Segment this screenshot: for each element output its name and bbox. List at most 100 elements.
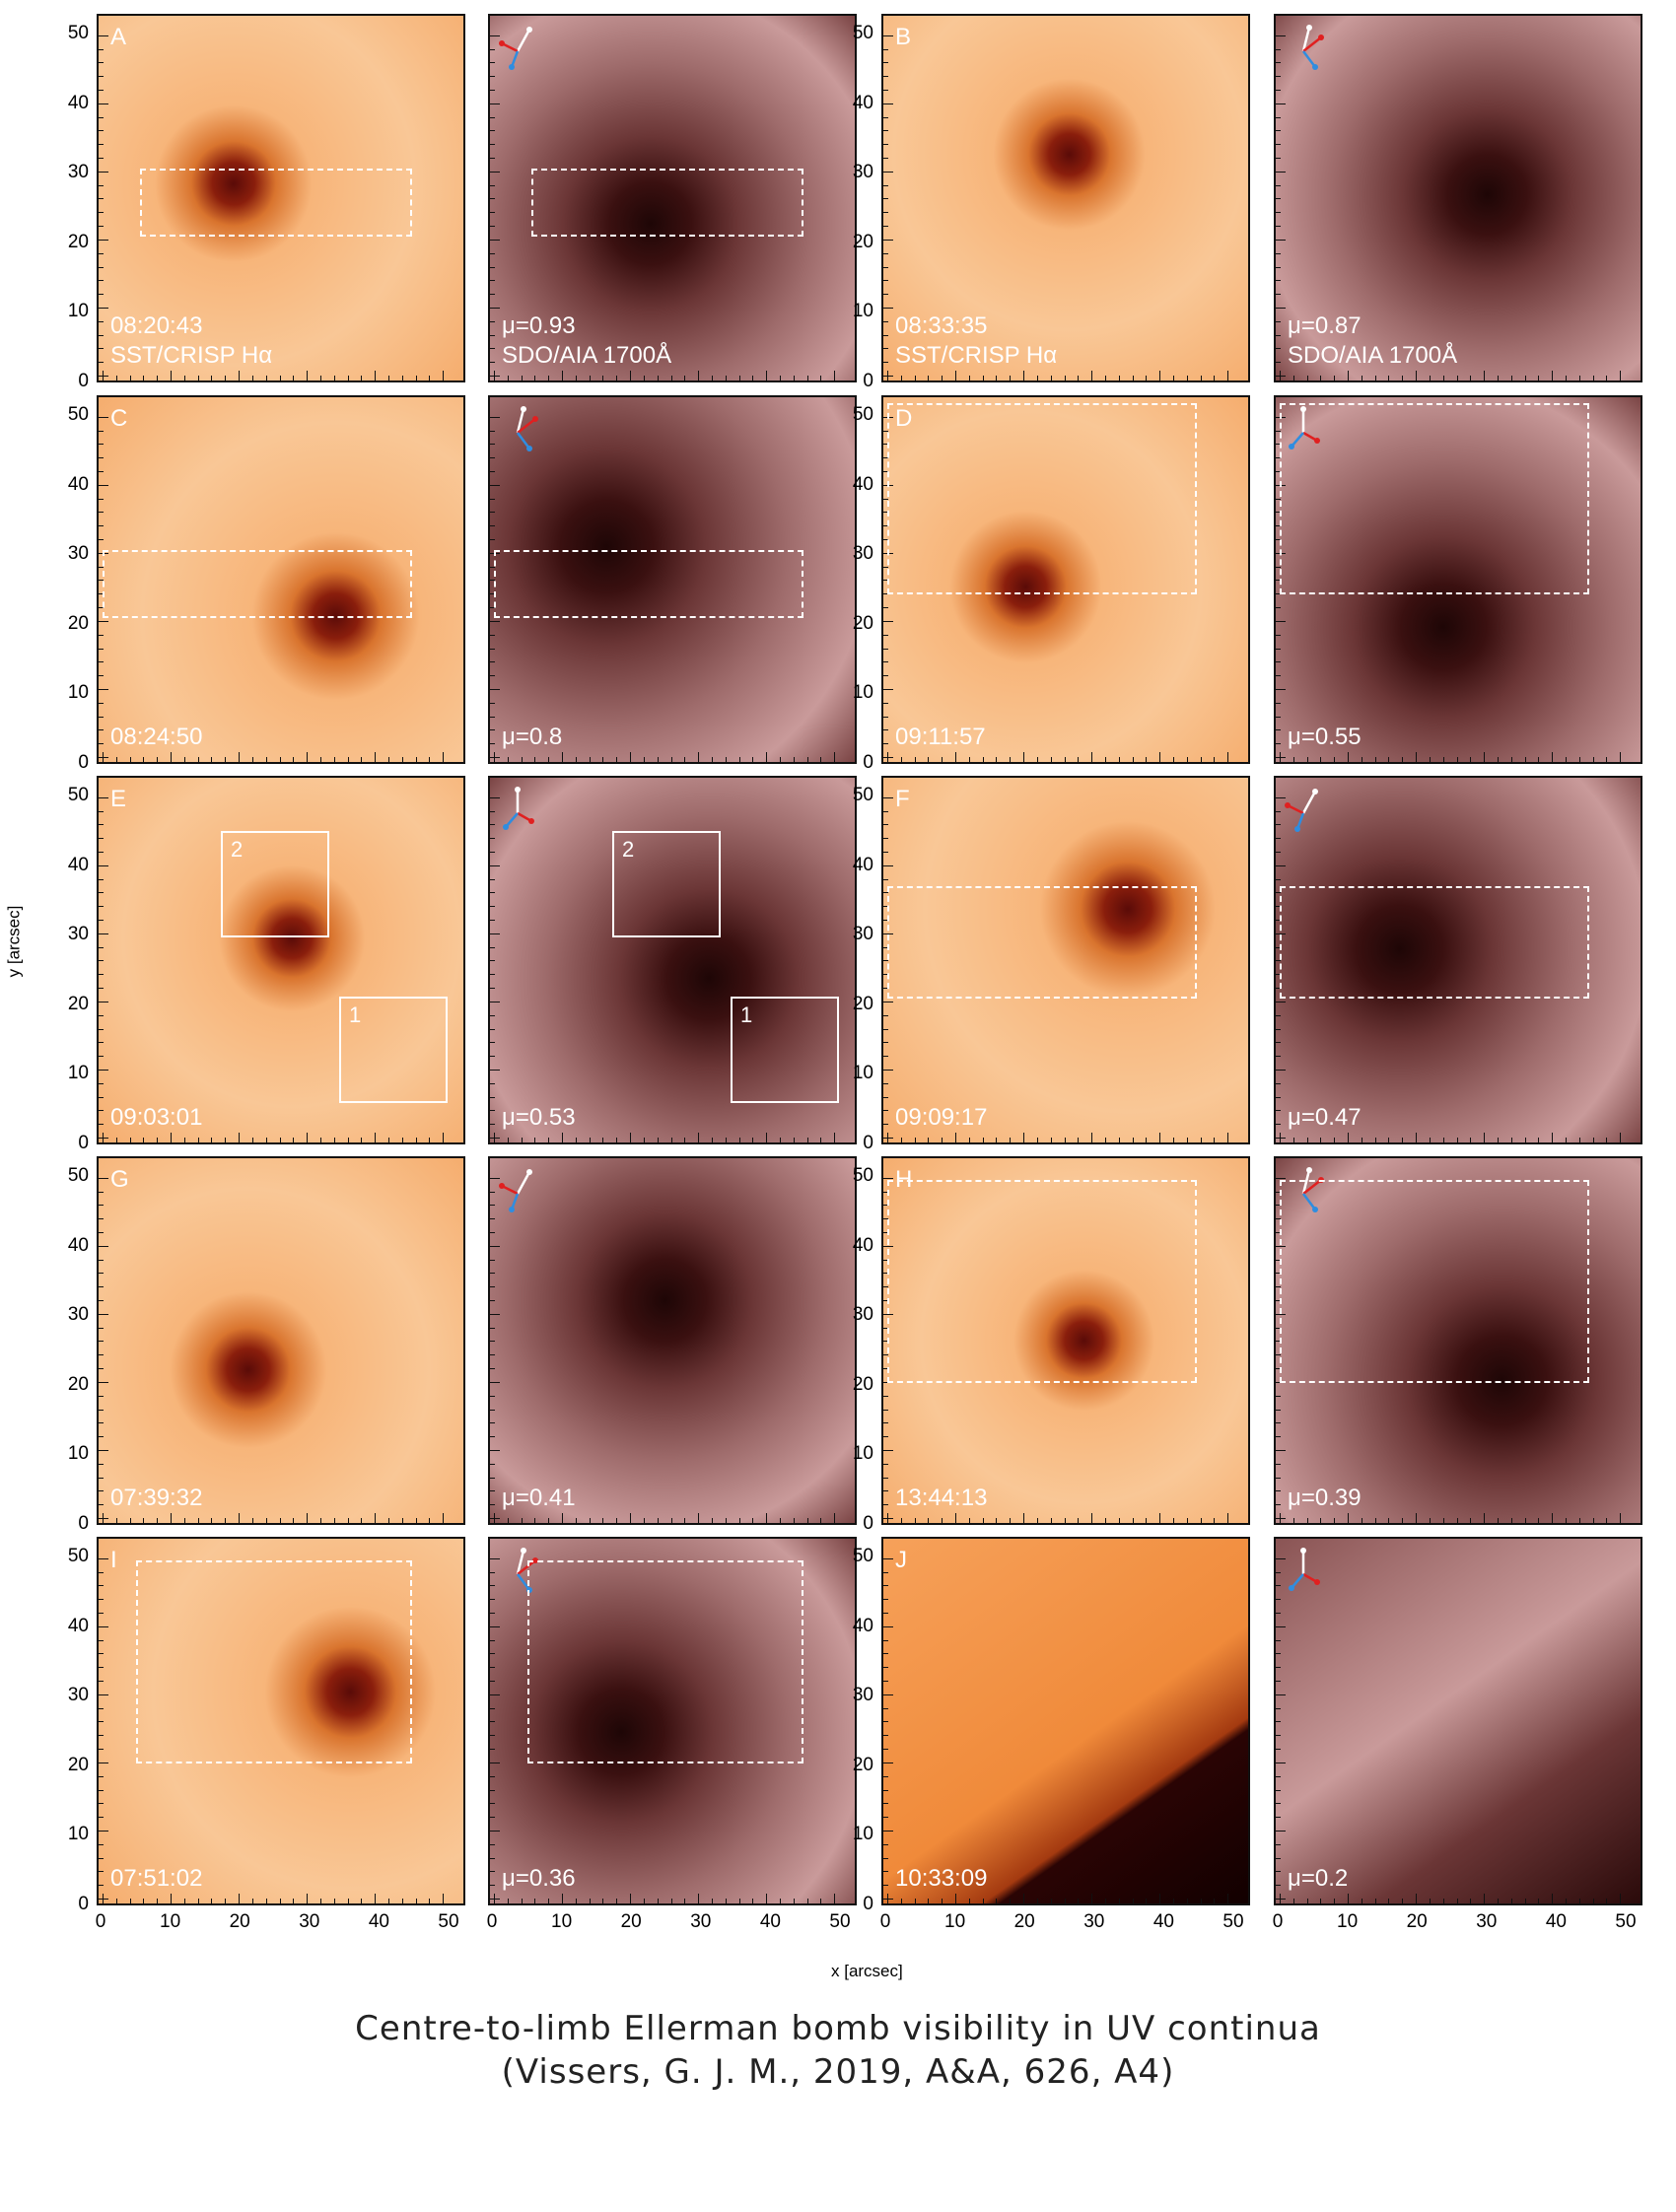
halpha-panel: H 13:44:13 bbox=[881, 1156, 1250, 1525]
halpha-panel: A 08:20:43 SST/CRISP Hα bbox=[97, 14, 465, 382]
panel-letter: F bbox=[895, 786, 910, 812]
timestamp: 13:44:13 bbox=[895, 1485, 988, 1511]
orientation-arrows-icon bbox=[1289, 1548, 1320, 1591]
y-tick-label: 10 bbox=[852, 301, 873, 322]
x-tick-label: 30 bbox=[299, 1911, 320, 1932]
y-tick-label: 30 bbox=[852, 924, 873, 945]
figure: y [arcsec] x [arcsec] A 08:20:43 SST/CRISP… bbox=[4, 14, 1642, 1980]
y-tick-label: 20 bbox=[67, 231, 89, 252]
mu-value: μ=0.39 bbox=[1288, 1485, 1362, 1511]
region-of-interest-box bbox=[531, 169, 803, 237]
subregion-box: 1 bbox=[731, 997, 839, 1103]
x-tick-label: 30 bbox=[1476, 1911, 1498, 1932]
y-tick-label: 0 bbox=[78, 1133, 89, 1153]
y-tick-label: 40 bbox=[852, 473, 873, 495]
mu-label: μ=0.36 bbox=[502, 1864, 576, 1894]
aia-panel: μ=0.55 bbox=[1274, 395, 1642, 764]
region-of-interest-box bbox=[887, 1180, 1197, 1383]
x-tick-label: 20 bbox=[1013, 1911, 1035, 1932]
x-tick-label: 0 bbox=[95, 1911, 106, 1932]
orientation-arrows-icon bbox=[516, 1548, 538, 1593]
timestamp-label: 08:20:43 SST/CRISP Hα bbox=[110, 311, 272, 371]
aia-panel: μ=0.41 bbox=[488, 1156, 857, 1525]
panel-letter: G bbox=[110, 1166, 129, 1193]
mu-value: μ=0.41 bbox=[502, 1485, 576, 1511]
x-tick-label: 50 bbox=[438, 1911, 459, 1932]
x-tick-label: 10 bbox=[944, 1911, 966, 1932]
region-of-interest-box bbox=[136, 1560, 412, 1763]
subregion-number: 2 bbox=[231, 837, 244, 862]
y-tick-label: 40 bbox=[67, 854, 89, 875]
halpha-panel: J 10:33:09 bbox=[881, 1537, 1250, 1905]
x-tick-label: 40 bbox=[1152, 1911, 1174, 1932]
subregion-box: 2 bbox=[221, 831, 329, 937]
y-tick-label: 20 bbox=[852, 1373, 873, 1395]
aia-panel: μ=0.39 bbox=[1274, 1156, 1642, 1525]
x-tick-label: 40 bbox=[759, 1911, 781, 1932]
mu-label: μ=0.47 bbox=[1288, 1103, 1362, 1133]
y-tick-label: 30 bbox=[67, 1304, 89, 1326]
y-tick-label: 10 bbox=[67, 1443, 89, 1465]
timestamp: 07:51:02 bbox=[110, 1865, 203, 1892]
timestamp-label: 08:24:50 bbox=[110, 723, 202, 752]
y-tick-label: 20 bbox=[852, 993, 873, 1014]
y-tick-label: 0 bbox=[78, 1513, 89, 1534]
region-of-interest-box bbox=[1280, 886, 1589, 999]
panel-letter: C bbox=[110, 405, 128, 432]
y-tick-label: 50 bbox=[67, 23, 89, 43]
orientation-arrows-icon bbox=[1289, 406, 1320, 449]
mu-value: μ=0.55 bbox=[1288, 724, 1362, 750]
subregion-box: 2 bbox=[612, 831, 721, 937]
caption-line-1: Centre-to-limb Ellerman bomb visibility … bbox=[355, 2009, 1321, 2048]
x-tick-label: 20 bbox=[620, 1911, 642, 1932]
mu-value: μ=0.93 bbox=[502, 312, 576, 339]
x-tick-label: 20 bbox=[1406, 1911, 1428, 1932]
y-tick-label: 10 bbox=[852, 1063, 873, 1084]
timestamp-label: 10:33:09 bbox=[895, 1864, 987, 1894]
orientation-arrows-icon bbox=[503, 787, 534, 830]
aia-panel: μ=0.87 SDO/AIA 1700Å bbox=[1274, 14, 1642, 382]
x-axis-label: x [arcsec] bbox=[831, 1962, 903, 1980]
orientation-arrows-icon bbox=[516, 406, 538, 451]
y-tick-label: 30 bbox=[852, 1304, 873, 1326]
y-tick-label: 0 bbox=[863, 752, 873, 773]
x-tick-label: 0 bbox=[879, 1911, 891, 1932]
timestamp-label: 13:44:13 bbox=[895, 1484, 987, 1513]
y-tick-label: 30 bbox=[67, 924, 89, 945]
mu-label: μ=0.93 SDO/AIA 1700Å bbox=[502, 311, 671, 371]
y-tick-label: 50 bbox=[852, 1546, 873, 1566]
y-tick-label: 10 bbox=[67, 1063, 89, 1084]
caption-line-2: (Vissers, G. J. M., 2019, A&A, 626, A4) bbox=[501, 2052, 1175, 2092]
mu-value: μ=0.8 bbox=[502, 724, 563, 750]
y-tick-label: 40 bbox=[852, 1615, 873, 1636]
y-tick-label: 40 bbox=[67, 473, 89, 495]
x-tick-label: 10 bbox=[160, 1911, 181, 1932]
y-tick-label: 30 bbox=[852, 1685, 873, 1706]
region-of-interest-box bbox=[1280, 1180, 1589, 1383]
aia-panel: μ=0.53 1 2 bbox=[488, 776, 857, 1144]
x-tick-label: 50 bbox=[1615, 1911, 1637, 1932]
mu-label: μ=0.39 bbox=[1288, 1484, 1362, 1513]
x-tick-label: 40 bbox=[368, 1911, 389, 1932]
mu-label: μ=0.53 bbox=[502, 1103, 576, 1133]
timestamp-label: 07:39:32 bbox=[110, 1484, 202, 1513]
panel-letter: D bbox=[895, 405, 913, 432]
timestamp: 08:33:35 bbox=[895, 312, 988, 339]
timestamp: 08:24:50 bbox=[110, 724, 203, 750]
y-tick-label: 50 bbox=[67, 404, 89, 425]
timestamp-label: 09:11:57 bbox=[895, 723, 986, 752]
x-tick-label: 10 bbox=[551, 1911, 573, 1932]
subregion-number: 2 bbox=[622, 837, 635, 862]
halpha-panel: E 09:03:01 1 2 bbox=[97, 776, 465, 1144]
mu-label: μ=0.87 SDO/AIA 1700Å bbox=[1288, 311, 1457, 371]
y-tick-label: 10 bbox=[67, 682, 89, 704]
timestamp: 09:09:17 bbox=[895, 1104, 988, 1131]
halpha-panel: F 09:09:17 bbox=[881, 776, 1250, 1144]
y-tick-label: 0 bbox=[78, 1894, 89, 1914]
y-tick-label: 50 bbox=[852, 404, 873, 425]
y-tick-label: 30 bbox=[852, 543, 873, 565]
timestamp: 09:11:57 bbox=[895, 724, 986, 750]
aia-label: SDO/AIA 1700Å bbox=[1288, 342, 1458, 369]
orientation-arrows-icon bbox=[1285, 789, 1318, 832]
mu-label: μ=0.41 bbox=[502, 1484, 576, 1513]
